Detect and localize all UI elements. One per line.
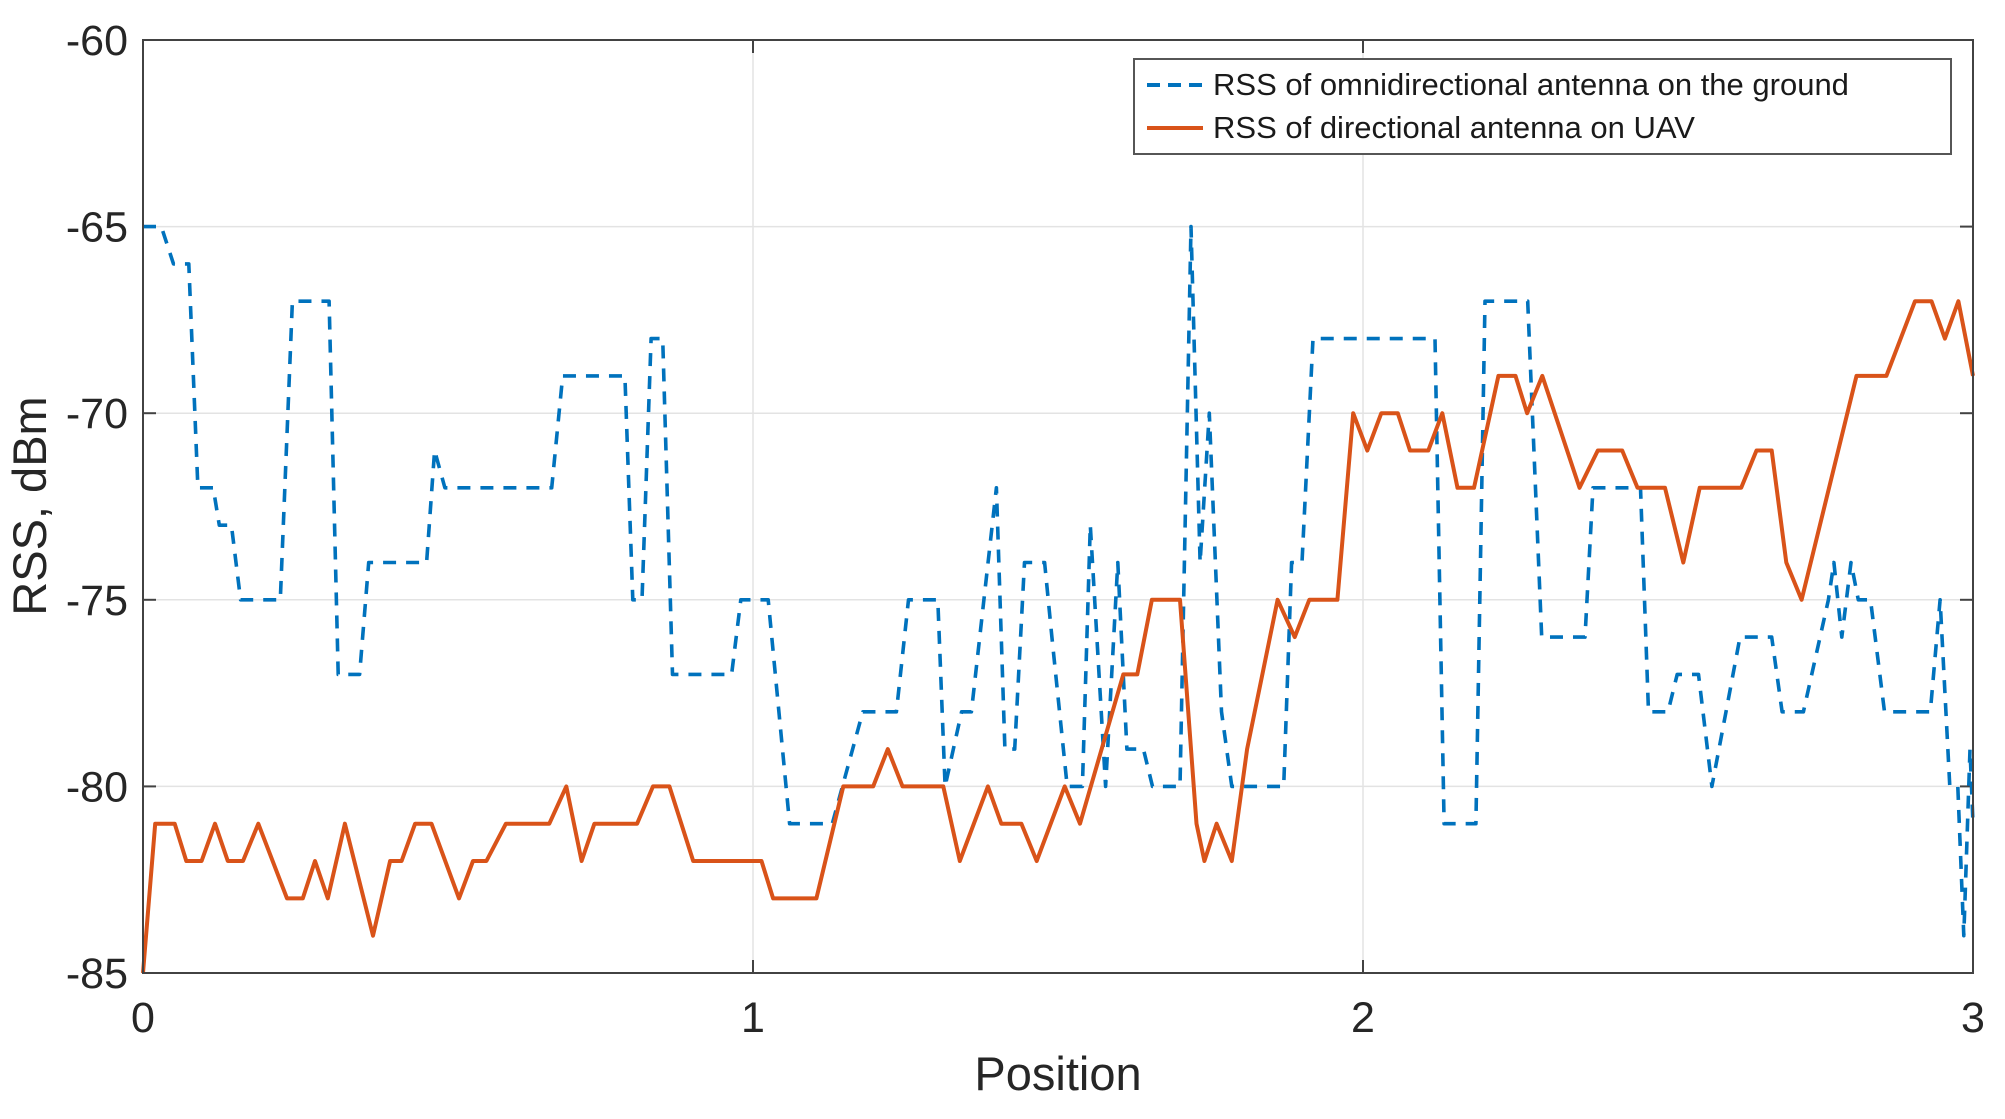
legend-box: RSS of omnidirectional antenna on the gr… [1133, 58, 1952, 155]
gridlines [143, 40, 1973, 973]
y-axis-label: RSS, dBm [3, 396, 56, 615]
legend-entry-directional: RSS of directional antenna on UAV [1135, 110, 1950, 146]
solid-line-swatch-icon [1147, 126, 1203, 130]
plot-area [143, 40, 1973, 973]
series-directional-solid-line [141, 299, 1975, 974]
x-tick-label: 0 [131, 994, 155, 1042]
y-tick-label: -85 [66, 950, 128, 998]
x-tick-label: 1 [741, 994, 765, 1042]
x-tick-label: 2 [1351, 994, 1375, 1042]
axes-box [142, 39, 1974, 974]
legend-label-directional: RSS of directional antenna on UAV [1213, 110, 1695, 145]
y-tick-label: -80 [66, 763, 128, 811]
x-tick-labels: 0 1 2 3 [131, 994, 1985, 1042]
y-tick-label: -70 [66, 390, 128, 438]
x-axis-label: Position [974, 1047, 1141, 1100]
dashed-line-swatch-icon [1147, 83, 1203, 87]
legend-label-omnidirectional: RSS of omnidirectional antenna on the gr… [1213, 67, 1849, 102]
y-tick-label: -65 [66, 204, 128, 252]
y-tick-labels: -85 -80 -75 -70 -65 -60 [66, 17, 128, 998]
x-tick-label: 3 [1961, 994, 1985, 1042]
legend-entry-omnidirectional: RSS of omnidirectional antenna on the gr… [1135, 67, 1950, 103]
series-omnidirectional-dashed-line [143, 224, 1975, 938]
y-tick-label: -60 [66, 17, 128, 65]
series-group [141, 224, 1975, 974]
y-tick-label: -75 [66, 577, 128, 625]
